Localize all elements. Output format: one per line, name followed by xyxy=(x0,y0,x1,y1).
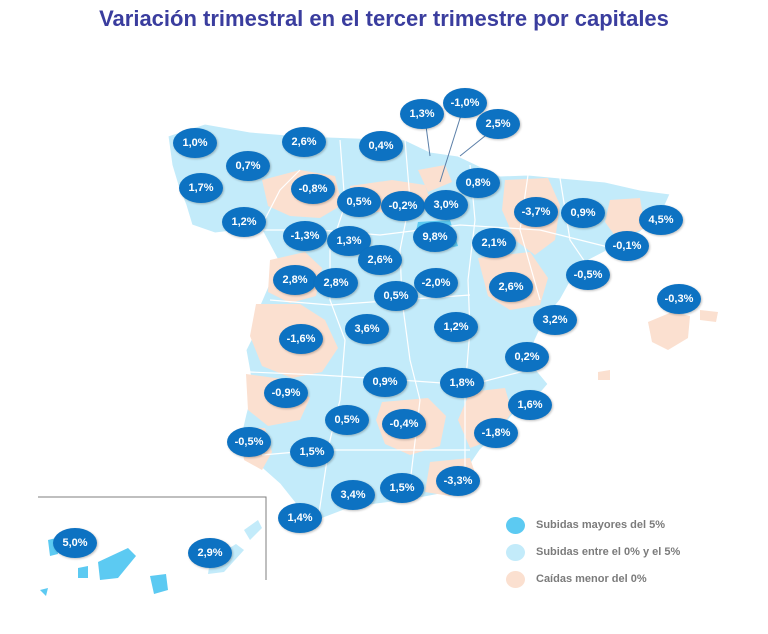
canary-el-hierro xyxy=(40,588,48,596)
capital-value-label: 0,4% xyxy=(359,131,403,161)
legend-item: Caídas menor del 0% xyxy=(506,568,680,590)
region-decline xyxy=(458,388,512,448)
legend-item: Subidas entre el 0% y el 5% xyxy=(506,541,680,563)
capital-value-label: -0,3% xyxy=(657,284,701,314)
legend-item: Subidas mayores del 5% xyxy=(506,514,680,536)
capital-value-label: 0,7% xyxy=(226,151,270,181)
capital-value-label: 1,3% xyxy=(400,99,444,129)
capital-value-label: 2,9% xyxy=(188,538,232,568)
capital-value-label: 1,2% xyxy=(434,312,478,342)
balearic-mallorca xyxy=(648,312,690,350)
canary-tenerife xyxy=(98,548,136,580)
capital-value-label: -2,0% xyxy=(414,268,458,298)
capital-value-label: 2,6% xyxy=(489,272,533,302)
capital-value-label: -0,1% xyxy=(605,231,649,261)
capital-value-label: 1,5% xyxy=(380,473,424,503)
capital-value-label: 2,8% xyxy=(273,265,317,295)
capital-value-label: 1,6% xyxy=(508,390,552,420)
capital-value-label: 1,5% xyxy=(290,437,334,467)
capital-value-label: -0,9% xyxy=(264,378,308,408)
capital-value-label: -3,7% xyxy=(514,197,558,227)
capital-value-label: -0,2% xyxy=(381,191,425,221)
capital-value-label: 1,0% xyxy=(173,128,217,158)
canary-gran-canaria xyxy=(150,574,168,594)
map-title: Variación trimestral en el tercer trimes… xyxy=(99,6,669,31)
capital-value-label: 0,9% xyxy=(561,198,605,228)
legend-swatch xyxy=(506,516,525,534)
capital-value-label: 0,8% xyxy=(456,168,500,198)
capital-value-label: 2,6% xyxy=(358,245,402,275)
capital-value-label: 3,4% xyxy=(331,480,375,510)
capital-value-label: -1,8% xyxy=(474,418,518,448)
capital-value-label: 1,7% xyxy=(179,173,223,203)
capital-value-label: 5,0% xyxy=(53,528,97,558)
canary-la-gomera xyxy=(78,566,88,578)
capital-value-label: -1,6% xyxy=(279,324,323,354)
capital-value-label: 2,1% xyxy=(472,228,516,258)
capital-value-label: 2,5% xyxy=(476,109,520,139)
capital-value-label: 3,0% xyxy=(424,190,468,220)
legend-label: Subidas mayores del 5% xyxy=(536,519,665,531)
capital-value-label: -0,8% xyxy=(291,174,335,204)
balearic-ibiza xyxy=(598,370,610,380)
legend-swatch xyxy=(506,570,525,588)
legend-label: Caídas menor del 0% xyxy=(536,573,647,585)
capital-value-label: 3,2% xyxy=(533,305,577,335)
legend: Subidas mayores del 5% Subidas entre el … xyxy=(506,514,680,595)
capital-value-label: -1,0% xyxy=(443,88,487,118)
capital-value-label: -3,3% xyxy=(436,466,480,496)
capital-value-label: 2,6% xyxy=(282,127,326,157)
mainland-region xyxy=(167,123,671,521)
capital-value-label: -0,4% xyxy=(382,409,426,439)
capital-value-label: 1,8% xyxy=(440,368,484,398)
capital-value-label: -1,3% xyxy=(283,221,327,251)
capital-value-label: 1,2% xyxy=(222,207,266,237)
legend-label: Subidas entre el 0% y el 5% xyxy=(536,546,681,558)
capital-value-label: 3,6% xyxy=(345,314,389,344)
capital-value-label: 2,8% xyxy=(314,268,358,298)
capital-value-label: 9,8% xyxy=(413,222,457,252)
canary-lanzarote xyxy=(244,520,262,540)
capital-value-label: -0,5% xyxy=(227,427,271,457)
capital-value-label: 0,2% xyxy=(505,342,549,372)
capital-value-label: 0,5% xyxy=(337,187,381,217)
region-decline xyxy=(605,198,645,240)
canary-inset-frame xyxy=(38,496,267,580)
capital-value-label: 1,4% xyxy=(278,503,322,533)
capital-value-label: 0,5% xyxy=(325,405,369,435)
capital-value-label: -0,5% xyxy=(566,260,610,290)
legend-swatch xyxy=(506,543,525,561)
balearic-menorca xyxy=(700,310,718,322)
capital-value-label: 0,5% xyxy=(374,281,418,311)
capital-value-label: 4,5% xyxy=(639,205,683,235)
capital-value-label: 0,9% xyxy=(363,367,407,397)
